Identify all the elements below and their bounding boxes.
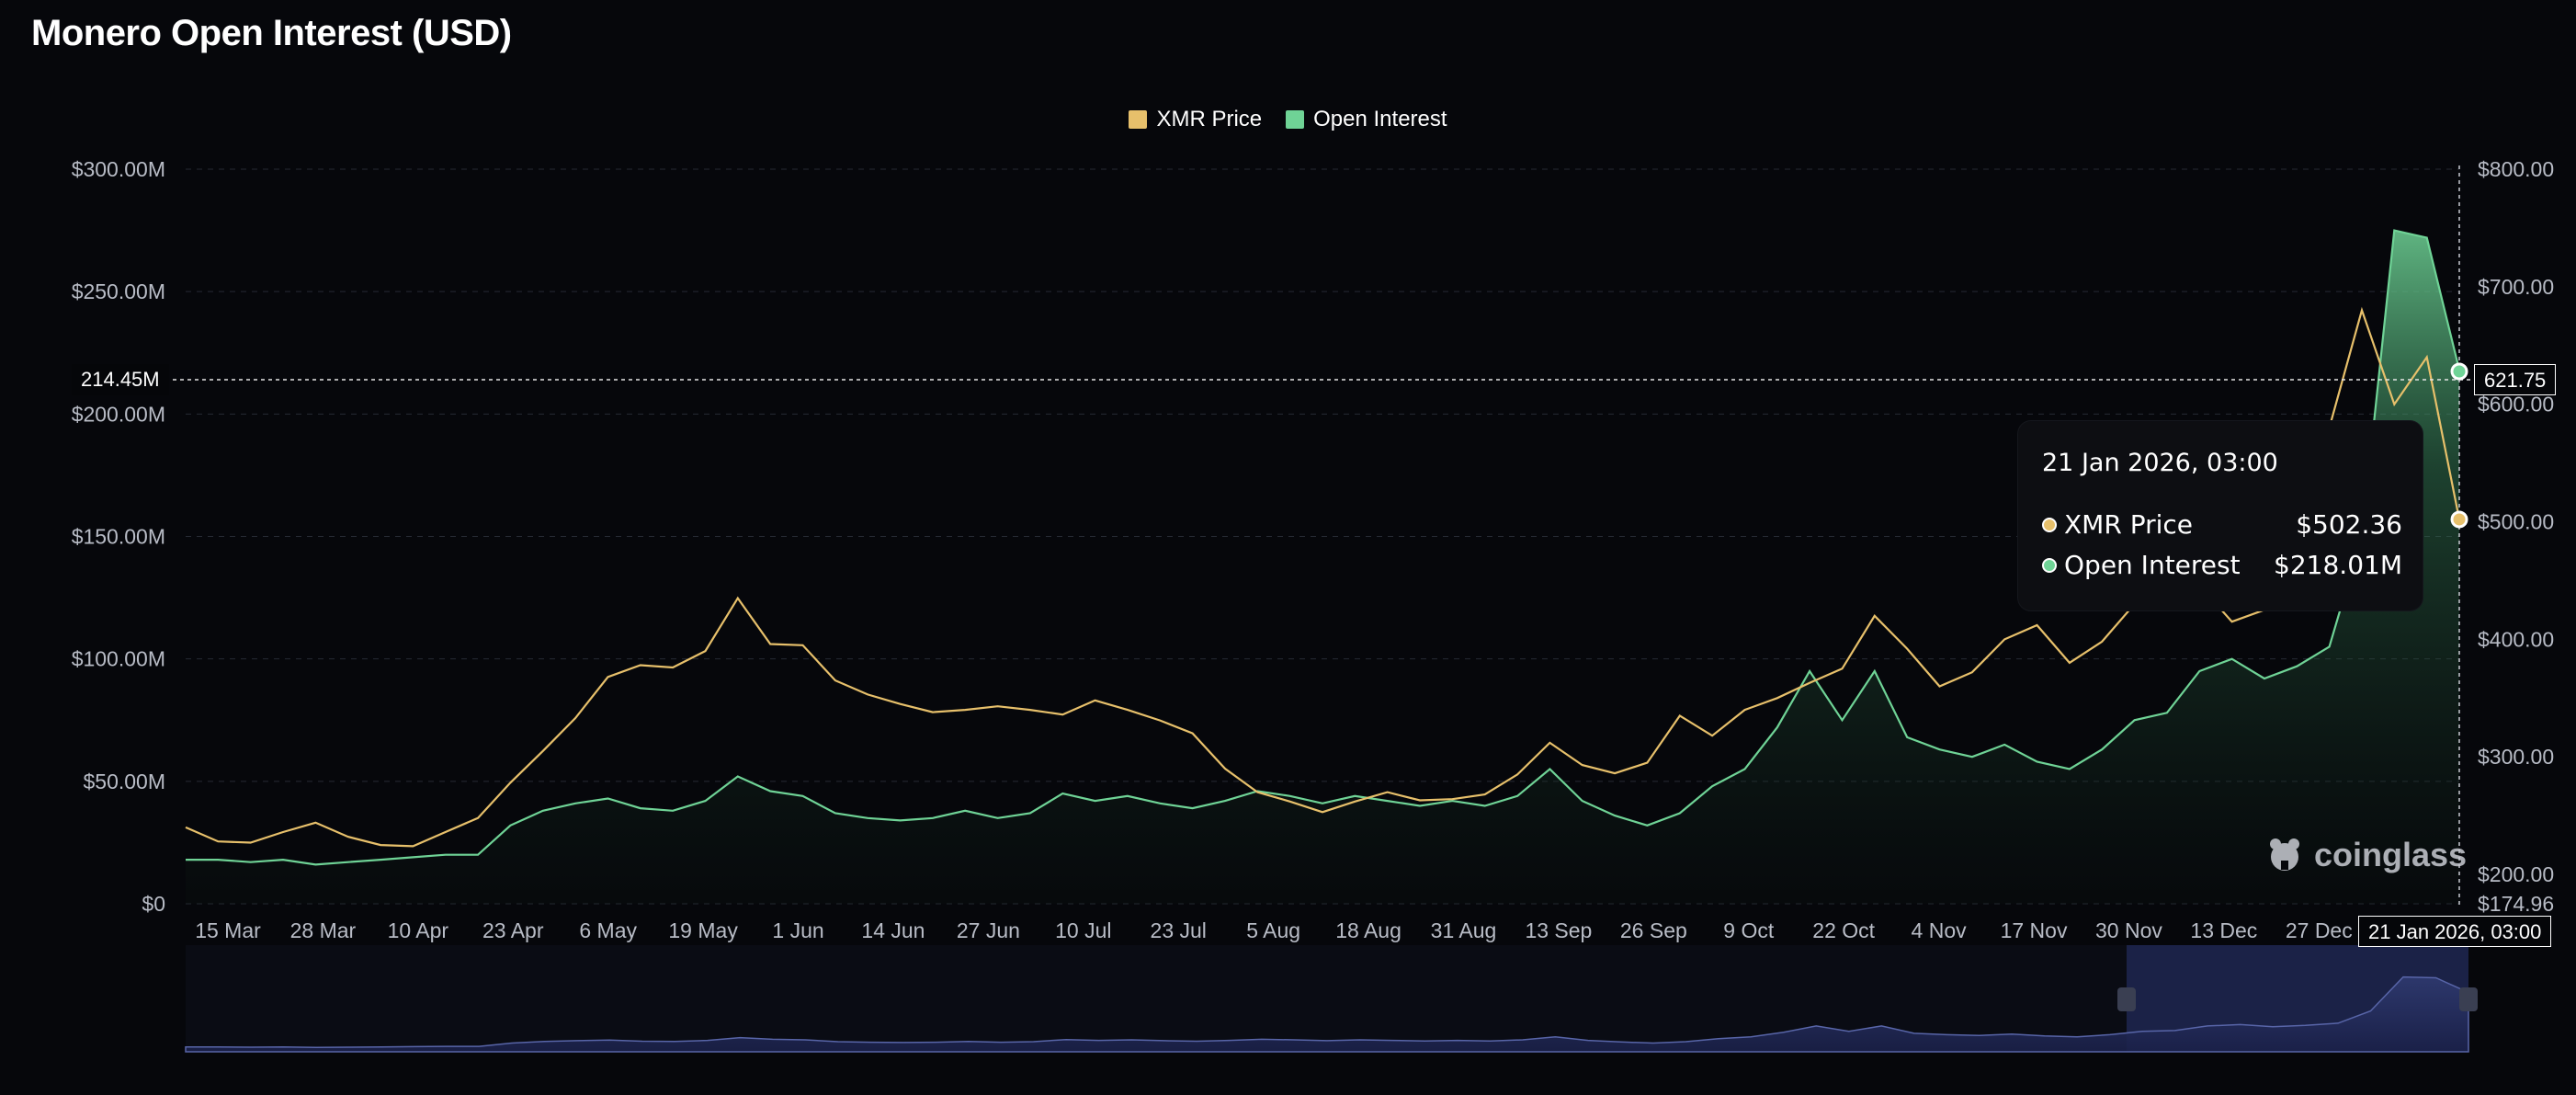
tooltip-dot-xmr-price <box>2042 517 2057 532</box>
x-tick-label: 31 Aug <box>1431 918 1497 942</box>
legend-label-open-interest: Open Interest <box>1313 107 1447 131</box>
open-interest-marker <box>2450 362 2468 381</box>
x-tick-label: 9 Oct <box>1723 918 1775 942</box>
chart-title: Monero Open Interest (USD) <box>31 13 512 53</box>
tooltip-row-open-interest: Open Interest $218.01M <box>2042 550 2402 580</box>
x-tick-label: 18 Aug <box>1335 918 1401 942</box>
tooltip-row-xmr-price: XMR Price $502.36 <box>2042 509 2402 540</box>
crosshair-right-value: 621.75 <box>2474 364 2557 395</box>
x-tick-label: 10 Apr <box>388 918 449 942</box>
navigator-handle-right[interactable] <box>2459 987 2478 1011</box>
tooltip-date: 21 Jan 2026, 03:00 <box>2042 449 2278 477</box>
coinglass-watermark: coinglass <box>2264 835 2467 875</box>
x-tick-label: 5 Aug <box>1246 918 1300 942</box>
xmr-price-marker <box>2450 510 2468 529</box>
tooltip-label-xmr-price: XMR Price <box>2064 509 2193 540</box>
left-tick-label: $100.00M <box>72 647 165 671</box>
x-tick-label: 27 Dec <box>2286 918 2353 942</box>
x-tick-label: 19 May <box>668 918 738 942</box>
left-tick-label: $50.00M <box>83 770 165 793</box>
left-axis: $0 $50.00M $100.00M $150.00M $200.00M $250.00… <box>72 157 165 916</box>
right-tick-label: $800.00 <box>2478 157 2554 181</box>
x-tick-label: 23 Jul <box>1151 918 1207 942</box>
left-tick-label: $300.00M <box>72 157 165 181</box>
chart-legend: XMR Price Open Interest <box>0 107 2576 132</box>
x-tick-label: 6 May <box>579 918 637 942</box>
right-tick-label: $600.00 <box>2478 393 2554 416</box>
crosshair-date-label: 21 Jan 2026, 03:00 <box>2358 916 2552 947</box>
x-tick-label: 30 Nov <box>2095 918 2162 942</box>
right-tick-label: $700.00 <box>2478 275 2554 299</box>
x-tick-label: 27 Jun <box>957 918 1020 942</box>
open-interest-area <box>186 230 2459 905</box>
x-tick-label: 10 Jul <box>1055 918 1111 942</box>
x-tick-label: 4 Nov <box>1912 918 1968 942</box>
x-tick-label: 15 Mar <box>195 918 261 942</box>
x-tick-label: 28 Mar <box>290 918 357 942</box>
coinglass-logo-icon <box>2270 838 2299 871</box>
x-tick-label: 1 Jun <box>772 918 823 942</box>
tooltip-value-open-interest: $218.01M <box>2274 550 2402 580</box>
left-tick-label: $250.00M <box>72 279 165 303</box>
right-tick-label: $500.00 <box>2478 510 2554 534</box>
legend-swatch-xmr-price <box>1129 110 1148 129</box>
x-tick-label: 13 Sep <box>1525 918 1592 942</box>
x-tick-label: 13 Dec <box>2190 918 2257 942</box>
x-tick-label: 26 Sep <box>1620 918 1687 942</box>
x-tick-label: 22 Oct <box>1812 918 1875 942</box>
coinglass-wordmark: coinglass <box>2314 836 2468 873</box>
tooltip-value-xmr-price: $502.36 <box>2296 509 2402 540</box>
x-tick-label: 14 Jun <box>861 918 925 942</box>
legend-label-xmr-price: XMR Price <box>1156 107 1263 131</box>
right-tick-label: $200.00 <box>2478 862 2554 886</box>
right-axis: $174.96 $200.00 $300.00 $400.00 $500.00 $600.… <box>2478 157 2554 916</box>
navigator-handle-left[interactable] <box>2117 987 2136 1011</box>
tooltip-dot-open-interest <box>2042 557 2057 573</box>
right-tick-label: $400.00 <box>2478 627 2554 651</box>
left-tick-label: $150.00M <box>72 525 165 549</box>
right-tick-label: $300.00 <box>2478 745 2554 769</box>
legend-swatch-open-interest <box>1286 110 1305 129</box>
navigator-track <box>186 945 2468 1052</box>
tooltip-label-open-interest: Open Interest <box>2064 550 2241 580</box>
crosshair-left-value: 214.45M <box>72 364 169 395</box>
x-axis: 15 Mar 28 Mar 10 Apr 23 Apr 6 May 19 May 1 Jun… <box>195 918 2420 942</box>
right-tick-label: $174.96 <box>2478 892 2554 916</box>
open-interest-line <box>186 229 2461 866</box>
x-tick-label: 23 Apr <box>482 918 544 942</box>
x-tick-label: 17 Nov <box>2001 918 2068 942</box>
xmr-price-line <box>185 306 2461 848</box>
legend-item-xmr-price[interactable]: XMR Price <box>1129 107 1262 132</box>
left-tick-label: $200.00M <box>72 402 165 426</box>
legend-item-open-interest[interactable]: Open Interest <box>1286 107 1447 132</box>
left-tick-label: $0 <box>142 892 165 916</box>
navigator-series <box>185 975 2469 1053</box>
data-tooltip: 21 Jan 2026, 03:00 XMR Price $502.36 Ope… <box>2018 421 2423 610</box>
